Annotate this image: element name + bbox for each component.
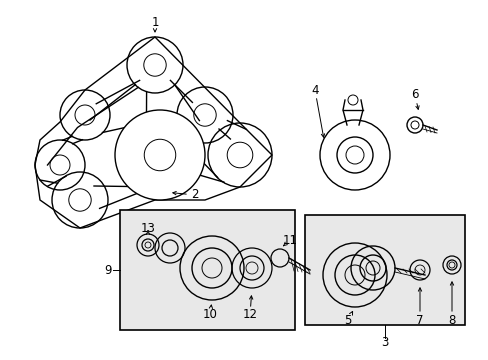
Text: 5: 5	[344, 314, 351, 327]
Text: 13: 13	[140, 221, 155, 234]
Text: 6: 6	[410, 89, 418, 102]
Text: 9: 9	[104, 264, 112, 276]
Text: 12: 12	[242, 309, 257, 321]
Text: 3: 3	[381, 337, 388, 350]
Text: 8: 8	[447, 314, 455, 327]
Circle shape	[115, 110, 204, 200]
Text: 2: 2	[191, 189, 198, 202]
Text: 7: 7	[415, 314, 423, 327]
Text: 1: 1	[151, 15, 159, 28]
Text: 11: 11	[282, 234, 297, 247]
Text: 10: 10	[202, 309, 217, 321]
Bar	[120, 210, 294, 330]
Bar	[305, 215, 464, 325]
Text: 4: 4	[311, 84, 318, 96]
